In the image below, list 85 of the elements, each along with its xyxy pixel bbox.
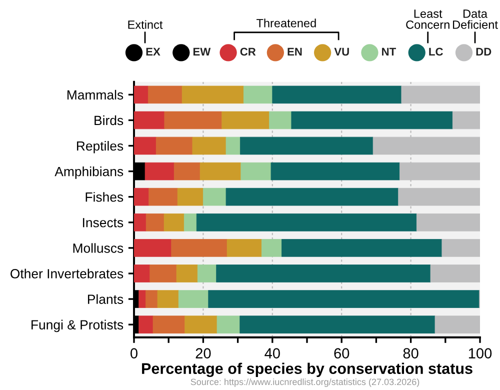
- bar: [240, 136, 374, 155]
- y-tick-label: Mammals: [67, 90, 124, 100]
- bar: [134, 188, 150, 206]
- bar: [134, 239, 172, 257]
- bar: [216, 264, 431, 282]
- y-tick-label: Molluscs: [73, 243, 124, 253]
- bar: [134, 264, 150, 282]
- bar: [291, 111, 453, 130]
- bar: [134, 86, 148, 104]
- x-tick-label: 80: [403, 348, 418, 358]
- legend-label: NT: [382, 48, 396, 56]
- x-axis-title: Percentage of species by conservation status: [142, 362, 472, 378]
- legend-label: DD: [476, 48, 492, 56]
- bar: [261, 239, 282, 257]
- legend-label: EN: [288, 48, 302, 56]
- x-tick-label: 60: [334, 348, 350, 358]
- bar: [226, 136, 240, 155]
- bar: [222, 111, 270, 130]
- bar: [148, 188, 178, 206]
- y-tick-label: Amphibians: [54, 166, 124, 179]
- y-tick-label: Insects: [83, 218, 124, 228]
- x-tick-label: 100: [468, 348, 492, 358]
- x-tick-label: 0: [130, 348, 138, 358]
- bar: [272, 86, 402, 104]
- bar: [150, 264, 177, 282]
- text: Extinct: [128, 20, 163, 29]
- bar: [197, 264, 217, 282]
- x-tick-label: 40: [264, 348, 280, 358]
- bar: [216, 316, 240, 334]
- bar: [146, 214, 164, 232]
- bar: [192, 136, 226, 155]
- bar: [164, 111, 222, 130]
- y-tick-label: Plants: [88, 294, 124, 304]
- bar: [152, 316, 186, 334]
- y-tick-label: Fungi & Protists: [32, 320, 124, 332]
- y-tick-label: Other Invertebrates: [10, 268, 124, 278]
- bar: [164, 214, 184, 232]
- bar: [144, 162, 174, 180]
- bar: [184, 316, 218, 334]
- bar: [240, 316, 436, 334]
- bar: [134, 214, 146, 232]
- y-tick-label: Birds: [94, 115, 124, 126]
- bar: [156, 136, 193, 155]
- x-tick-label: 20: [196, 348, 211, 358]
- bar: [442, 239, 480, 257]
- bar: [134, 136, 156, 155]
- legend-label: LC: [429, 48, 443, 56]
- bar: [157, 290, 179, 308]
- bar: [174, 162, 200, 180]
- bar: [146, 290, 158, 308]
- bar: [269, 111, 292, 130]
- bar: [177, 188, 204, 206]
- legend-label: EW: [193, 48, 211, 56]
- y-tick-label: Reptiles: [77, 140, 124, 154]
- bar: [282, 239, 442, 257]
- bar: [434, 316, 480, 334]
- source-note: Source: https://www.iucnredlist.org/statistics (27.03.2026): [190, 378, 420, 387]
- y-tick-label: Fishes: [86, 192, 124, 202]
- bar: [148, 86, 182, 104]
- legend-label: VU: [334, 48, 349, 56]
- bar: [134, 111, 165, 130]
- bar: [171, 239, 228, 257]
- legend-label: CR: [240, 48, 256, 56]
- bar: [196, 214, 417, 232]
- bar: [182, 86, 244, 104]
- bar: [430, 264, 480, 282]
- bar: [452, 111, 480, 130]
- bar: [243, 86, 273, 104]
- bar: [202, 188, 226, 206]
- text: Least Concern: [406, 10, 450, 29]
- bar: [270, 162, 400, 180]
- bar: [200, 162, 242, 180]
- bar: [240, 162, 272, 180]
- bar: [184, 214, 197, 232]
- bar: [138, 290, 146, 308]
- bar: [208, 290, 480, 308]
- bar: [226, 239, 262, 257]
- legend-label: EX: [146, 48, 160, 56]
- text: Data Deficient: [453, 10, 498, 29]
- bar: [178, 290, 209, 308]
- text: Threatened: [256, 18, 316, 28]
- bar: [176, 264, 198, 282]
- bar: [416, 214, 480, 232]
- bar: [226, 188, 399, 206]
- bar: [138, 316, 154, 334]
